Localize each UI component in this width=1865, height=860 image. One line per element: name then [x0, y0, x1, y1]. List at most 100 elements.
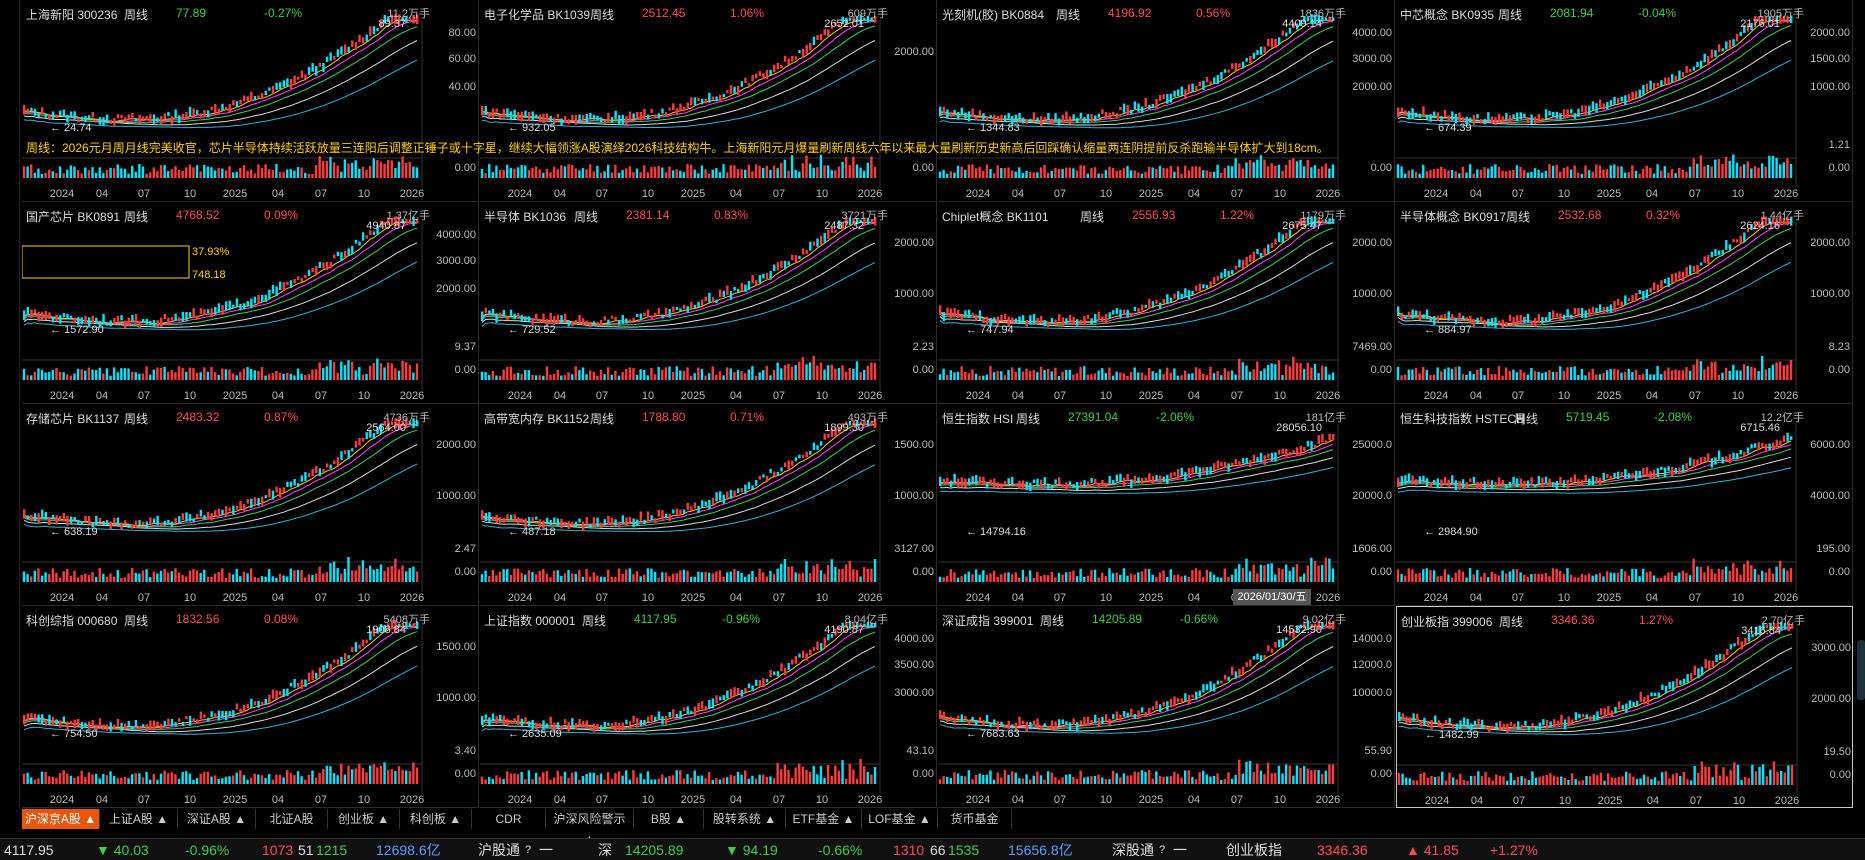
sgt-label[interactable]: 深股通 — [1112, 842, 1154, 858]
volume-bar — [1075, 576, 1079, 582]
volume-bar — [1050, 571, 1053, 582]
candle — [105, 322, 109, 326]
volume-bar — [1101, 572, 1104, 582]
chart-panel[interactable]: 6000.00 4000.00 195.00 0.00 12.2亿手 6715.46 298… — [1396, 404, 1853, 606]
volume-bar — [1310, 367, 1313, 380]
market-tab-5[interactable]: 科创板 ▲ — [400, 809, 472, 829]
chart-panel[interactable]: 2000.00 1000.00 2.47 0.00 4736万手 2564.00 638.1… — [22, 404, 479, 606]
candle — [736, 488, 740, 494]
volume-bar — [985, 164, 989, 178]
market-tab-3[interactable]: 北证A股 — [256, 809, 328, 829]
volume-bar — [1563, 777, 1567, 785]
volume-bar — [91, 369, 94, 380]
candle — [1039, 725, 1043, 730]
chart-panel[interactable]: 2000.00 1000.00 7469.00 0.00 1179万手 2675.47 74… — [938, 202, 1395, 404]
candle — [1714, 50, 1717, 57]
market-tab-1[interactable]: 上证A股 ▲ — [100, 809, 178, 829]
candle — [1405, 716, 1408, 724]
volume-bar — [1739, 370, 1742, 380]
hgt-help-icon[interactable]: ? — [525, 844, 532, 856]
chart-panel[interactable]: 1500.00 1000.00 3127.00 0.00 493万手 1899.30 487… — [480, 404, 937, 606]
candle — [636, 519, 639, 526]
candle — [1699, 262, 1703, 266]
x-tick-label: 07 — [138, 188, 150, 200]
volume-bar — [1616, 166, 1620, 178]
volume-bar — [87, 170, 91, 178]
chart-panel[interactable]: 1500.00 1000.00 3.40 0.00 5408万手 1908.84 754.5… — [22, 606, 479, 808]
last-price: 3346.36 — [1551, 613, 1595, 627]
candle — [95, 724, 98, 731]
chart-panel[interactable]: 3000.00 2000.00 19.50 0.00 2.70亿手 3416.84 1482… — [1396, 606, 1853, 808]
volume-bar — [1779, 770, 1783, 785]
candle — [957, 112, 960, 120]
chart-panel[interactable]: 4000.00 3000.00 2000.00 9.37 0.00 1.37亿手 4940.… — [22, 202, 479, 404]
market-tab-7[interactable]: 沪深风险警示 ▲ — [546, 809, 634, 846]
candle — [672, 103, 675, 111]
market-tab-12[interactable]: 货币基金 — [938, 809, 1012, 829]
market-tab-0[interactable]: 沪深京A股 ▲ — [22, 809, 100, 829]
candle — [726, 285, 729, 295]
low-price-label: 7683.63 — [980, 728, 1020, 740]
candle — [1423, 717, 1426, 725]
candle — [589, 725, 592, 730]
volume-bar — [776, 168, 779, 178]
chart-panel[interactable]: 2000.00 0.00 609万手 2652.01 932.05 ← 2024 04 07 10… — [480, 0, 937, 202]
volume-bar — [1414, 573, 1418, 582]
volume-bar — [94, 773, 98, 784]
chart-panel[interactable]: 25000.0 20000.0 1606.00 0.00 181亿手 28056.10 14… — [938, 404, 1395, 606]
candle — [729, 688, 733, 698]
candle — [361, 37, 365, 44]
candle — [711, 698, 715, 709]
market-tab-6[interactable]: CDR — [472, 809, 546, 829]
chart-panel[interactable]: 4000.00 3000.00 2000.00 0.00 1836万手 4409.14 13… — [938, 0, 1395, 202]
candle — [823, 433, 826, 440]
volume-bar — [1778, 560, 1782, 582]
volume-bar — [379, 765, 383, 784]
candle — [1711, 660, 1715, 667]
chart-panel[interactable]: 14000.0 12000.0 10000.0 55.90 0.00 9.02亿手 1453… — [938, 606, 1395, 808]
chart-panel[interactable]: 2000.00 1500.00 1000.00 1.21 0.00 1905万手 2176.… — [1396, 0, 1853, 202]
hgt-label[interactable]: 沪股通 — [478, 842, 520, 858]
volume-bar — [1086, 374, 1090, 380]
volume-bar — [1028, 779, 1032, 784]
volume-bar — [170, 169, 174, 178]
market-tab-10[interactable]: ETF基金 ▲ — [786, 809, 862, 829]
volume-bar — [55, 777, 58, 784]
volume-bar — [1533, 573, 1537, 582]
change-percent: 0.32% — [1646, 208, 1681, 222]
sgt-help-icon[interactable]: ? — [1159, 844, 1166, 856]
candle — [1595, 103, 1598, 113]
volume-bar — [1688, 370, 1692, 380]
candle — [650, 714, 653, 721]
volume-bar — [1230, 370, 1234, 380]
market-tab-4[interactable]: 创业板 ▲ — [328, 809, 400, 829]
last-price: 2483.32 — [176, 410, 220, 424]
chart-panel[interactable]: 4000.00 3500.00 3000.00 43.10 0.00 8.04亿手 4190… — [480, 606, 937, 808]
candle — [1740, 641, 1743, 650]
volume-bar — [76, 368, 80, 380]
candle — [1519, 112, 1522, 120]
candle — [163, 313, 167, 320]
candle — [553, 722, 556, 732]
market-tab-9[interactable]: 股转系统 ▲ — [704, 809, 786, 829]
volume-bar — [1670, 169, 1674, 178]
volume-bar — [520, 572, 523, 582]
volume-bar — [938, 576, 942, 582]
chart-panel[interactable]: 2000.00 1000.00 2.23 0.00 3721万手 2487.32 729.5… — [480, 202, 937, 404]
status-bar: 4117.95 ▼ 40.03 -0.96% 1073 51 1215 1269… — [0, 838, 1865, 860]
volume-bar — [26, 772, 29, 784]
chart-panel[interactable]: 2000.00 1000.00 8.23 0.00 1.44亿手 2624.16 884.9… — [1396, 202, 1853, 404]
volume-bar — [794, 169, 797, 178]
candle — [1397, 107, 1400, 118]
market-tab-2[interactable]: 深证A股 ▲ — [178, 809, 256, 829]
candle — [1151, 476, 1155, 485]
chart-panel[interactable]: 80.00 60.00 40.00 0.00 11.2万手 89.37 24.74 ← 2024… — [22, 0, 479, 202]
candle — [1032, 720, 1036, 726]
volume-bar — [646, 771, 650, 784]
market-tab-8[interactable]: B股 ▲ — [634, 809, 704, 829]
market-tab-11[interactable]: LOF基金 ▲ — [862, 809, 938, 829]
right-scroll-handle[interactable] — [1857, 640, 1865, 700]
volume-bar — [484, 371, 487, 380]
volume-bar — [1501, 570, 1504, 582]
candle — [1422, 475, 1425, 482]
